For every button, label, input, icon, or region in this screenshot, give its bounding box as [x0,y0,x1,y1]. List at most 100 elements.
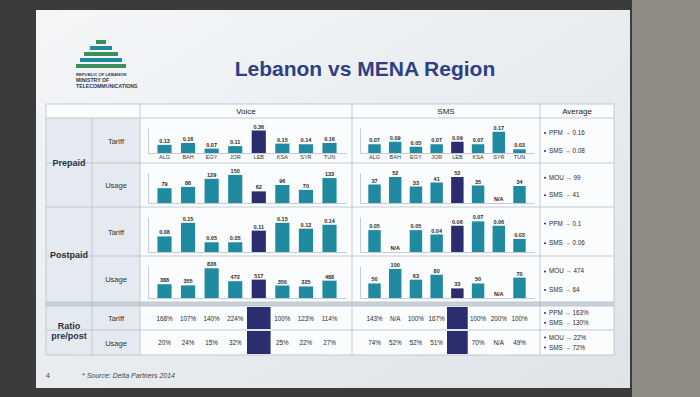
bar [513,278,525,298]
data-label: 41 [434,176,440,182]
x-tick-label: SYR [300,154,311,160]
bar [451,288,463,298]
logo-stripe [90,46,112,50]
x-tick: LEB [254,154,265,160]
y-axis-line [148,129,149,154]
data-label: 0.05 [411,223,422,229]
column-header: SMS [437,107,454,116]
data-label: 472 [231,274,240,280]
bar [157,145,171,153]
bars [157,268,336,298]
x-axis [149,298,347,299]
data-label: 0.13 [159,138,170,144]
y-axis [148,267,149,299]
x-tick: SYR [300,154,311,160]
data-label: 0.07 [473,214,484,220]
bar [472,283,484,298]
data-label: 33 [454,281,460,287]
ratio-value: 100% [408,315,425,322]
data-label: 325 [301,279,310,285]
table-rule [46,104,47,355]
bars [368,132,525,153]
data-label: 0.07 [431,137,442,143]
ratio-value: 24% [182,339,195,346]
x-axis-line [149,252,347,253]
row-label: Prepaid [52,158,85,168]
column-header: Average [562,107,592,116]
y-axis [360,129,361,154]
x-tick-label: KSA [277,154,288,160]
ratio-value: 25% [276,339,289,346]
x-axis-line [361,252,535,253]
x-axis [149,203,347,204]
bullet [544,322,546,324]
data-label: 50 [371,276,377,282]
bar [252,191,266,203]
ratio-value: 140% [204,315,221,322]
data-label: 0.09 [390,135,401,141]
x-tick-label: ALG [159,154,170,160]
bar [389,177,401,203]
data-label: 0.03 [514,232,525,238]
bar [493,132,505,153]
x-tick-label: TUN [324,154,335,160]
column-header: Voice [236,107,256,116]
bar [275,223,289,252]
bar [205,268,219,298]
x-tick: EGY [410,154,422,160]
bar [275,144,289,153]
data-label: 0.15 [277,137,288,143]
y-axis-line [360,218,361,253]
data-label: 133 [325,171,334,177]
ratio-value: 52% [410,339,423,346]
ratio-value: 167% [429,315,446,322]
sub-row-label: Usage [105,181,127,190]
x-tick-label: SYR [493,154,504,160]
table-background [46,104,614,355]
leb-mask [247,331,271,354]
bullet [544,337,546,339]
x-tick: BAH [390,154,401,160]
bar [299,229,313,252]
data-label: 0.14 [301,137,313,143]
leb-mask [247,307,271,329]
bullet [544,132,546,134]
logo-stripe [80,58,122,62]
y-axis-line [360,129,361,154]
data-label: 0.05 [230,235,241,241]
data-label: 0.11 [254,224,264,230]
ratio-value: 22% [300,339,313,346]
data-label: 0.09 [452,135,463,141]
sub-row-label: Tariff [108,137,125,146]
bar [451,142,463,153]
x-tick-label: JOR [230,154,241,160]
ratio-value: 114% [322,315,338,322]
x-tick: TUN [514,154,525,160]
leb-mask [447,331,468,354]
data-label: 0.06 [452,219,463,225]
mini-chart: 375233415235N/A34 [361,170,535,204]
bar [205,149,219,153]
x-axis [361,298,535,299]
x-tick-label: ALG [369,154,380,160]
bullet [544,177,546,179]
bar [368,230,380,252]
x-axis-line [149,153,347,154]
ratio-value: 100% [274,315,291,322]
data-label: 0.04 [431,228,443,234]
data-label: 0.07 [473,137,484,143]
x-tick: JOR [431,154,442,160]
data-label: 0.05 [206,235,217,241]
bar [322,143,336,153]
bar [472,221,484,252]
bar [299,144,313,153]
ratio-value: 20% [158,339,171,346]
x-tick: ALG [159,154,170,160]
ratio-value: 51% [430,339,443,346]
bar [299,286,313,298]
bar [157,236,171,252]
bars [368,221,525,252]
y-axis-line [148,218,149,253]
bar [513,149,525,153]
sub-row-label: Tariff [108,314,125,323]
